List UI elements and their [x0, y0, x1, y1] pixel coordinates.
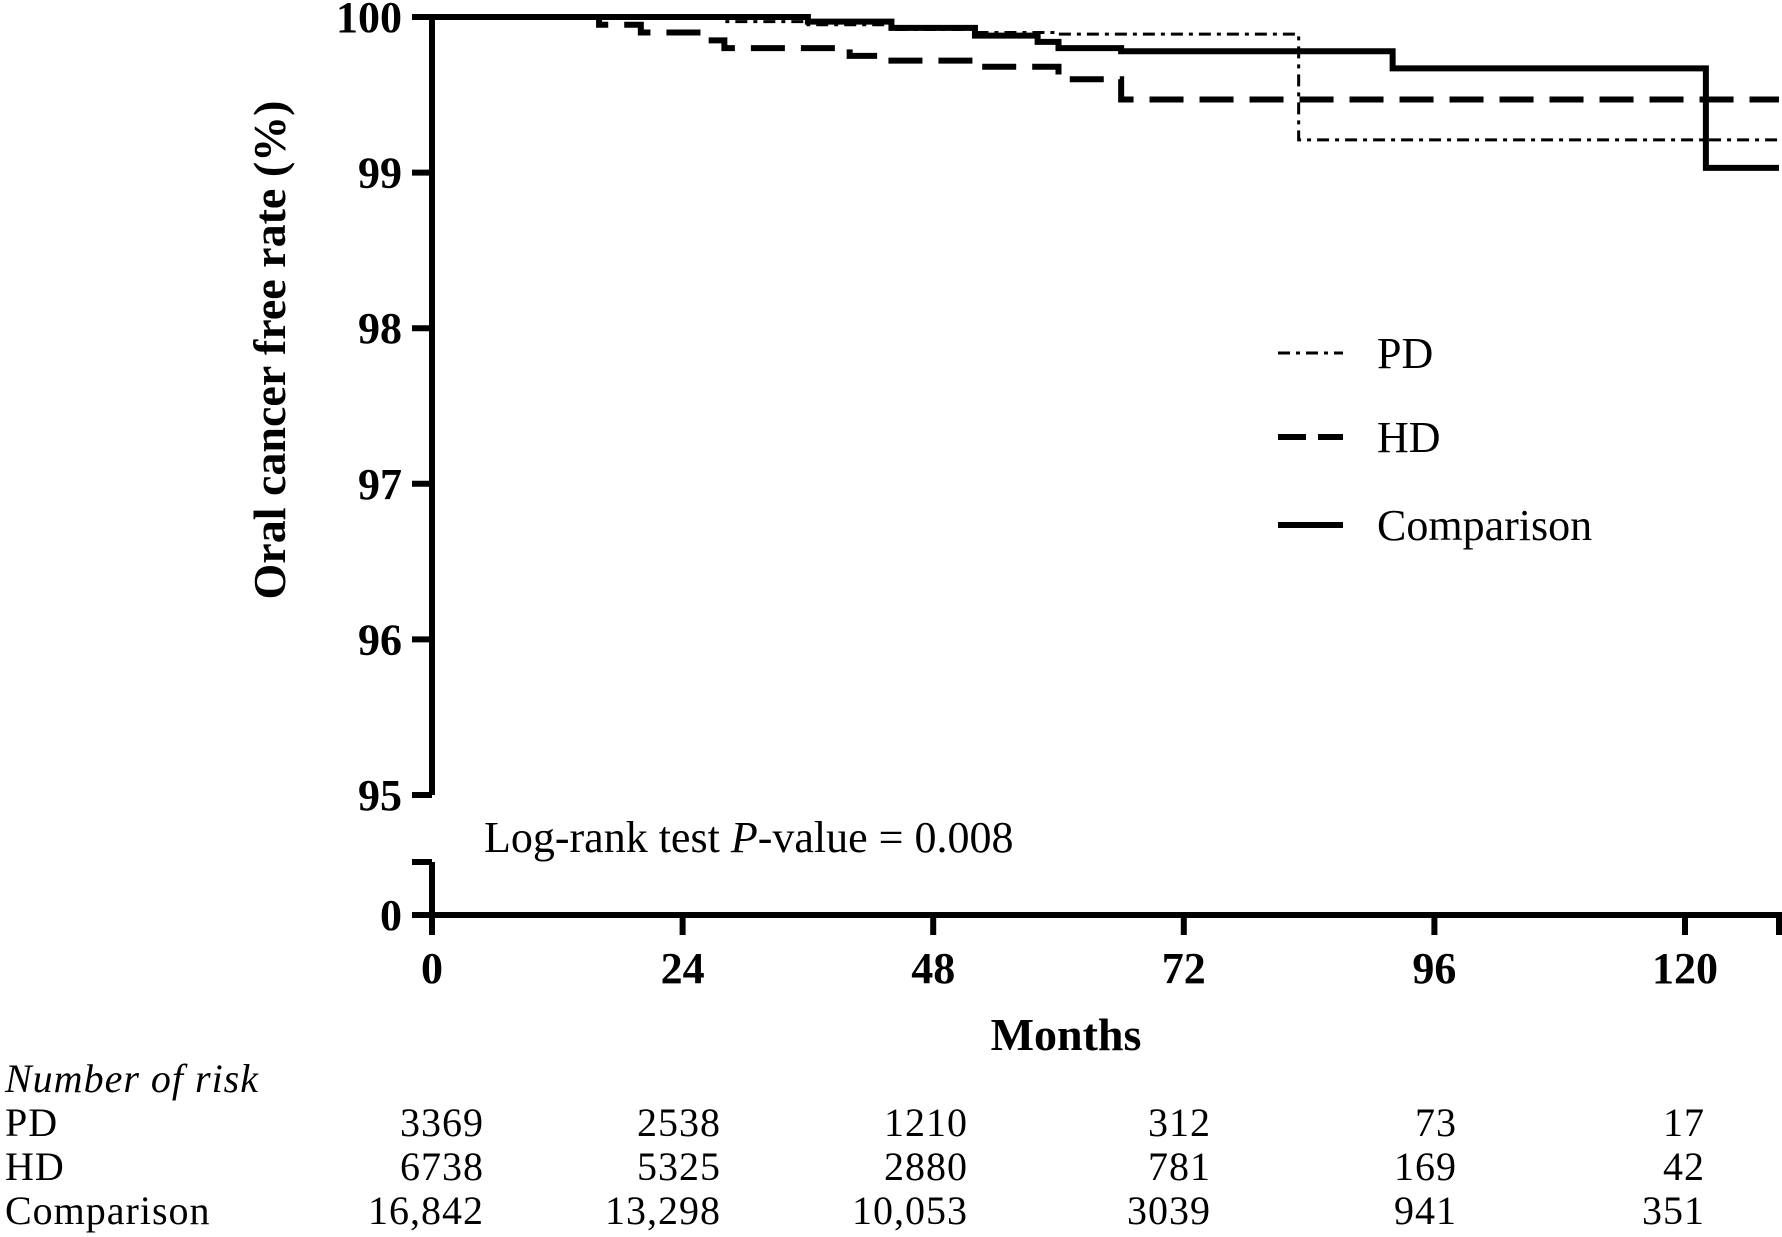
y-tick-label-95: 95: [358, 771, 402, 820]
x-axis-title: Months: [991, 1009, 1142, 1060]
risk-cell: 3369: [400, 1100, 484, 1145]
x-tick-label-24: 24: [661, 944, 705, 993]
risk-cell: 6738: [400, 1144, 484, 1189]
risk-cell: 312: [1148, 1100, 1211, 1145]
risk-cell: 941: [1394, 1188, 1457, 1233]
risk-cell: 781: [1148, 1144, 1211, 1189]
x-tick-label-48: 48: [911, 944, 955, 993]
series-pd-line: [432, 15, 1779, 142]
risk-cell: 73: [1415, 1100, 1457, 1145]
logrank-p-italic: P: [730, 813, 758, 862]
risk-cell: 169: [1394, 1144, 1457, 1189]
risk-cell: 1210: [884, 1100, 968, 1145]
risk-row-label-pd: PD: [5, 1100, 58, 1145]
legend-label-hd: HD: [1377, 413, 1441, 462]
risk-cell: 3039: [1127, 1188, 1211, 1233]
y-tick-label-98: 98: [358, 304, 402, 353]
risk-cell: 2538: [637, 1100, 721, 1145]
y-tick-label-97: 97: [358, 460, 402, 509]
series-lines: [432, 14, 1779, 171]
y-axis-title: Oral cancer free rate (%): [244, 101, 295, 600]
series-comparison-line: [432, 14, 1779, 171]
x-tick-label-120: 120: [1652, 944, 1718, 993]
risk-cell: 17: [1663, 1100, 1705, 1145]
legend: PD HD Comparison: [1278, 329, 1592, 550]
risk-cell: 5325: [637, 1144, 721, 1189]
y-tick-label-99: 99: [358, 149, 402, 198]
ticks: 0 95 96 97 98 99 100 0 24 48 72 96 120: [336, 0, 1782, 993]
legend-label-pd: PD: [1377, 329, 1433, 378]
y-tick-label-0: 0: [380, 891, 402, 940]
y-tick-label-96: 96: [358, 615, 402, 664]
x-tick-label-96: 96: [1412, 944, 1456, 993]
x-tick-label-0: 0: [421, 944, 443, 993]
risk-cell: 13,298: [605, 1188, 721, 1233]
risk-cell: 2880: [884, 1144, 968, 1189]
logrank-suffix: -value = 0.008: [758, 813, 1014, 862]
axes: [429, 15, 1782, 918]
logrank-prefix: Log-rank test: [484, 813, 731, 862]
risk-cell: 10,053: [852, 1188, 968, 1233]
y-tick-label-100: 100: [336, 0, 402, 42]
series-hd-line: [432, 14, 1779, 103]
x-tick-label-72: 72: [1162, 944, 1206, 993]
legend-label-comparison: Comparison: [1377, 501, 1592, 550]
logrank-annotation: Log-rank test P-value = 0.008: [484, 813, 1013, 862]
risk-table-title: Number of risk: [4, 1056, 259, 1101]
risk-cell: 16,842: [368, 1188, 484, 1233]
risk-cell: 351: [1642, 1188, 1705, 1233]
risk-row-label-hd: HD: [5, 1144, 65, 1189]
risk-cell: 42: [1663, 1144, 1705, 1189]
risk-row-label-comparison: Comparison: [5, 1188, 211, 1233]
